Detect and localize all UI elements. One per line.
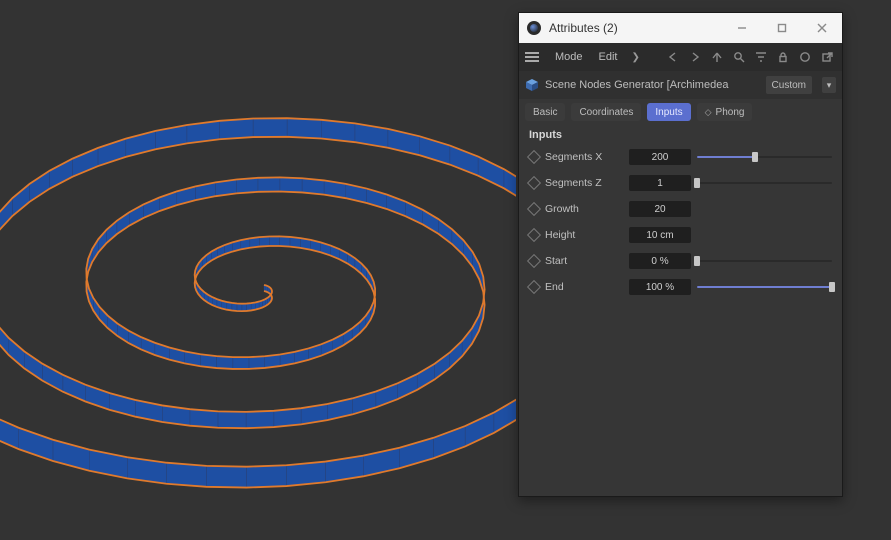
window-titlebar[interactable]: Attributes (2) [519, 13, 842, 43]
close-button[interactable] [802, 13, 842, 43]
generator-icon [525, 78, 539, 92]
params-list: Segments X 200 Segments Z 1 Growth 20 He… [519, 147, 842, 305]
param-value-height[interactable]: 10 cm [629, 227, 691, 243]
keyframe-diamond-growth[interactable] [527, 202, 541, 216]
param-label-segments-x: Segments X [545, 151, 623, 163]
menu-more-icon[interactable]: ❯ [628, 52, 644, 63]
param-value-segments-z[interactable]: 1 [629, 175, 691, 191]
param-label-growth: Growth [545, 203, 623, 215]
tab-inputs[interactable]: Inputs [647, 103, 690, 121]
slider-segments-x[interactable] [697, 152, 832, 162]
layout-preset-select[interactable]: Custom [766, 76, 812, 94]
tab-row: Basic Coordinates Inputs ◇Phong [519, 99, 842, 125]
param-row-segments-x: Segments X 200 [529, 147, 832, 167]
lock-icon[interactable] [774, 48, 792, 66]
keyframe-diamond-end[interactable] [527, 280, 541, 294]
minimize-button[interactable] [722, 13, 762, 43]
nav-up-icon[interactable] [708, 48, 726, 66]
popout-icon[interactable] [818, 48, 836, 66]
menu-edit[interactable]: Edit [593, 51, 624, 63]
app-icon [527, 21, 541, 35]
param-row-height: Height 10 cm [529, 225, 832, 245]
window-title: Attributes (2) [549, 21, 618, 35]
keyframe-diamond-height[interactable] [527, 228, 541, 242]
param-value-segments-x[interactable]: 200 [629, 149, 691, 165]
keyframe-diamond-segments-z[interactable] [527, 176, 541, 190]
hamburger-icon[interactable] [525, 48, 545, 66]
param-label-end: End [545, 281, 623, 293]
panel-menubar: Mode Edit ❯ [519, 43, 842, 71]
new-window-icon[interactable] [796, 48, 814, 66]
phong-tag-icon: ◇ [705, 107, 712, 118]
menu-mode[interactable]: Mode [549, 51, 589, 63]
object-name: Scene Nodes Generator [Archimedea [545, 79, 760, 91]
layout-preset-caret[interactable]: ▾ [822, 77, 836, 93]
section-title: Inputs [519, 125, 842, 147]
attributes-panel: Attributes (2) Mode Edit ❯ Scene Nodes G… [518, 12, 843, 497]
tab-phong[interactable]: ◇Phong [697, 103, 753, 121]
tab-coordinates[interactable]: Coordinates [571, 103, 641, 121]
filter-icon[interactable] [752, 48, 770, 66]
slider-start[interactable] [697, 256, 832, 266]
slider-segments-z[interactable] [697, 178, 832, 188]
keyframe-diamond-start[interactable] [527, 254, 541, 268]
keyframe-diamond-segments-x[interactable] [527, 150, 541, 164]
param-value-end[interactable]: 100 % [629, 279, 691, 295]
maximize-button[interactable] [762, 13, 802, 43]
tab-basic[interactable]: Basic [525, 103, 565, 121]
param-value-start[interactable]: 0 % [629, 253, 691, 269]
param-row-segments-z: Segments Z 1 [529, 173, 832, 193]
param-value-growth[interactable]: 20 [629, 201, 691, 217]
object-header: Scene Nodes Generator [Archimedea Custom… [519, 71, 842, 99]
search-icon[interactable] [730, 48, 748, 66]
param-row-growth: Growth 20 [529, 199, 832, 219]
param-label-segments-z: Segments Z [545, 177, 623, 189]
param-row-start: Start 0 % [529, 251, 832, 271]
nav-back-icon[interactable] [664, 48, 682, 66]
nav-forward-icon[interactable] [686, 48, 704, 66]
slider-end[interactable] [697, 282, 832, 292]
param-row-end: End 100 % [529, 277, 832, 297]
param-label-start: Start [545, 255, 623, 267]
param-label-height: Height [545, 229, 623, 241]
